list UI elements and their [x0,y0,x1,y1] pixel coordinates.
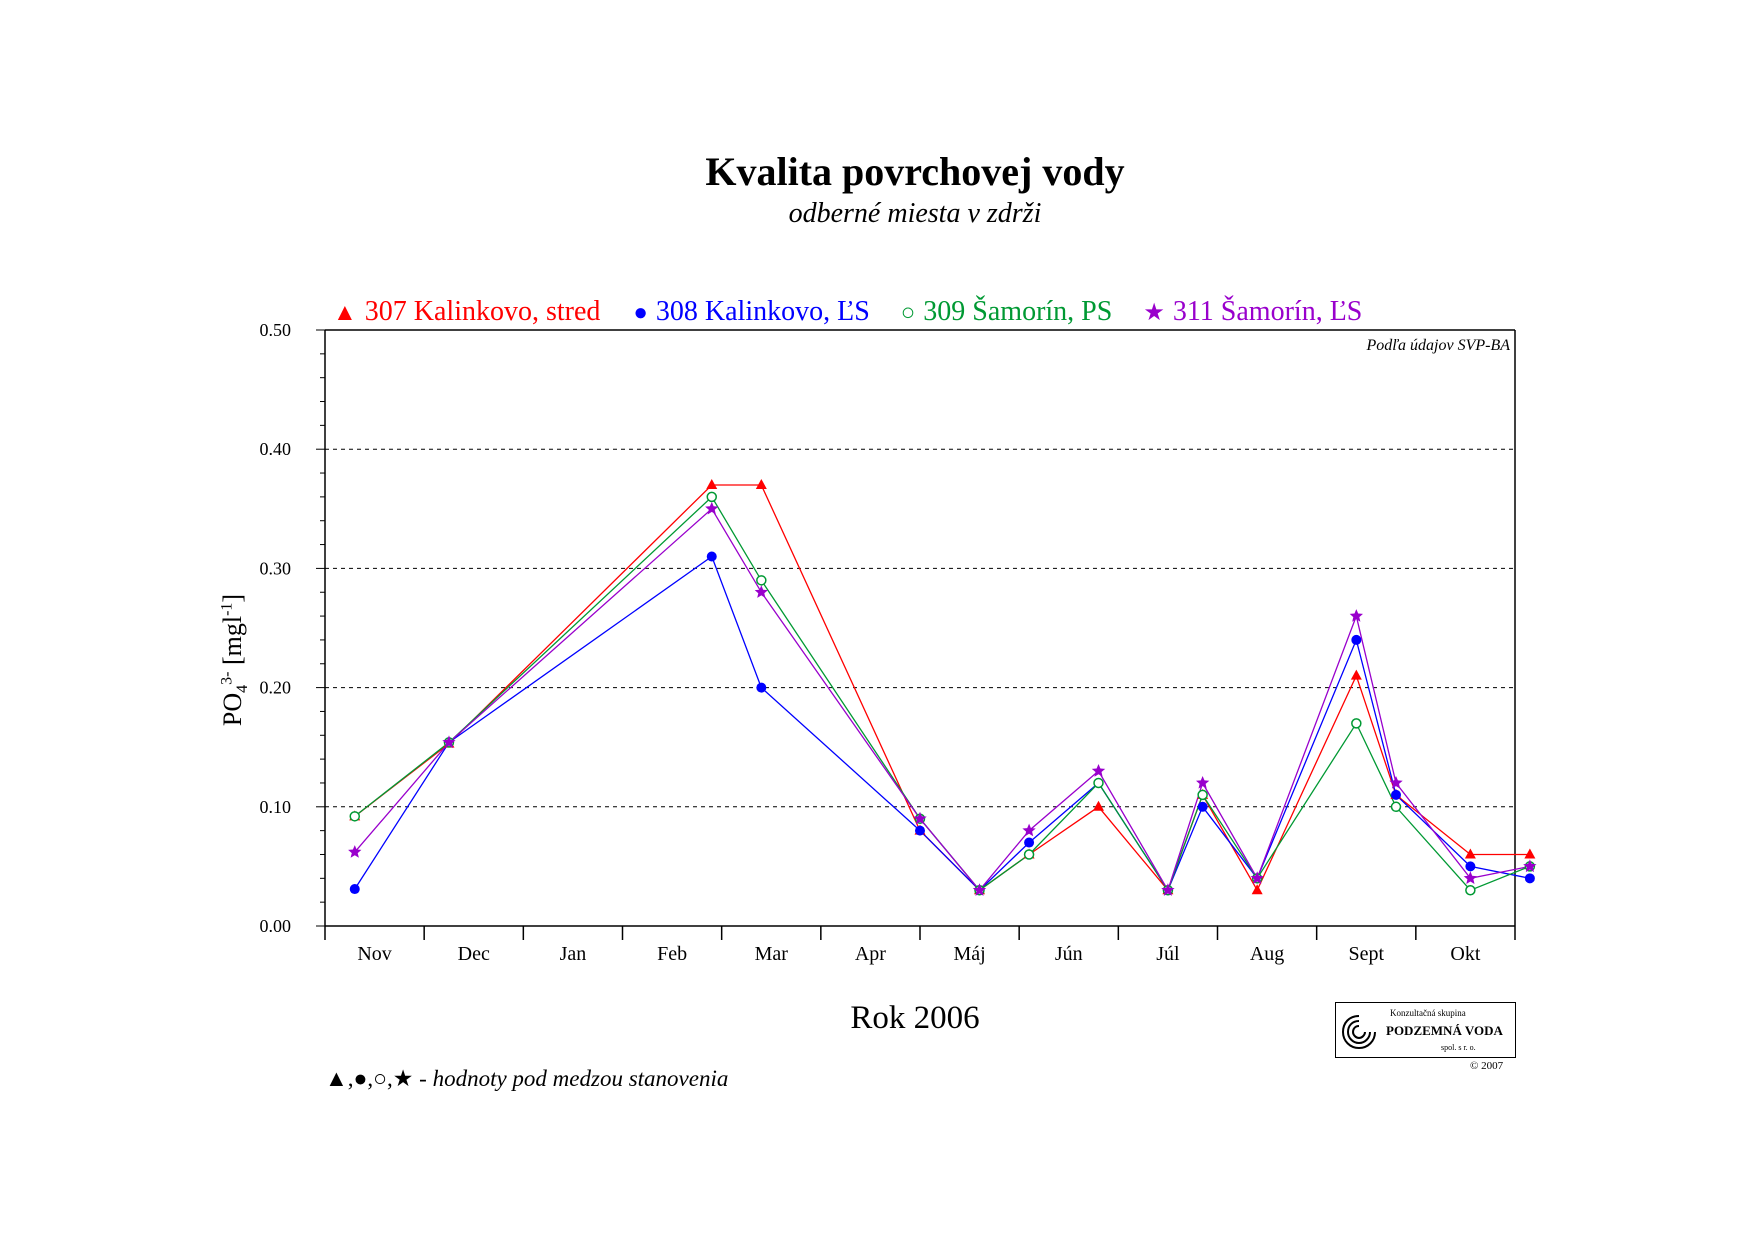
y-tick-label: 0.00 [260,916,292,936]
series-point-311 [1349,609,1363,622]
series-line-3 [354,507,1531,892]
series-point-308 [706,551,717,562]
star-marker-icon: ★ [1143,300,1165,326]
series-point-308 [1524,873,1535,884]
logo-name: PODZEMNÁ VODA [1386,1023,1503,1038]
company-logo: Konzultačná skupina PODZEMNÁ VODA spol. … [1335,1002,1516,1058]
series-point-311 [442,735,456,749]
series-point-307 [706,478,718,489]
chart-subtitle: odberné miesta v zdrži [788,198,1042,229]
series-point-308 [915,825,925,836]
legend-label-309: 309 Šamorín, PS [923,296,1113,327]
legend-item-307: ▲ 307 Kalinkovo, stred [333,296,600,328]
series-point-311 [1161,883,1175,896]
x-tick-label-Okt: Okt [1450,943,1480,965]
series-point-308 [1391,789,1401,800]
x-tick-label-Nov: Nov [357,943,391,965]
x-tick-label-Aug: Aug [1250,943,1284,965]
filled-circle-marker-icon: ● [633,300,648,326]
x-tick-label-Apr: Apr [855,943,886,965]
y-tick-label: 0.20 [260,678,292,698]
legend-label-308: 308 Kalinkovo, ĽS [655,296,870,327]
y-tick-label: 0.10 [260,797,292,817]
series-point-307 [1464,848,1476,859]
footnote: ▲,●,○,★ - hodnoty pod medzou stanovenia [325,1066,728,1092]
series-point-307 [1350,669,1362,680]
series-point-311 [1523,859,1537,873]
series-point-311 [348,845,362,858]
series-point-311 [1250,871,1264,884]
logo-bottom-text: spol. s r. o. [1441,1043,1476,1052]
series-point-311 [705,501,719,515]
series-point-309 [1197,789,1208,801]
legend-label-307: 307 Kalinkovo, stred [364,296,601,327]
open-circle-marker-icon: ○ [900,300,916,326]
series-point-308 [1197,801,1208,812]
series-point-311 [1022,823,1036,837]
footnote-text: - hodnoty pod medzou stanovenia [413,1066,729,1091]
series-point-311 [754,585,768,598]
series-point-311 [913,811,927,825]
series-point-307 [1524,848,1536,859]
x-tick-label-Sept: Sept [1348,943,1384,965]
copyright: © 2007 [1470,1060,1504,1072]
series-point-311 [1091,764,1106,777]
series-point-308 [756,682,767,693]
series-point-309 [1390,801,1402,813]
series-point-309 [1465,884,1476,896]
series-point-309 [349,811,360,822]
chart-title: Kvalita povrchovej vody [705,149,1125,194]
chart-legend: ▲ 307 Kalinkovo, stred ● 308 Kalinkovo, ĽS… [333,296,1386,328]
source-note: Podľa údajov SVP-BA [1366,337,1510,354]
x-axis-label: Rok 2006 [850,1000,980,1036]
y-tick-label: 0.40 [260,439,292,459]
series-point-308 [1465,861,1476,872]
logo-top-text: Konzultačná skupina [1390,1008,1466,1018]
series-point-308 [1024,837,1035,848]
series-line-2 [354,495,1531,892]
logo-swirl-icon [1341,1015,1376,1050]
x-tick-label-Feb: Feb [657,943,687,965]
series-point-311 [972,883,987,896]
x-tick-label-Jan: Jan [560,943,587,965]
legend-item-308: ● 308 Kalinkovo, ĽS [633,296,869,328]
x-tick-label-Máj: Máj [953,943,985,965]
series-point-309 [1093,777,1104,789]
series-point-311 [1389,776,1403,789]
series-point-309 [1351,718,1362,729]
x-tick-label-Dec: Dec [458,943,490,965]
legend-label-311: 311 Šamorín, ĽS [1172,296,1363,327]
series-point-308 [1351,634,1362,645]
x-tick-label-Júl: Júl [1156,943,1180,965]
x-tick-label-Mar: Mar [755,943,789,965]
legend-item-309: ○ 309 Šamorín, PS [901,296,1113,328]
footnote-symbols: ▲,●,○,★ [325,1066,414,1091]
series-point-311 [1196,776,1210,789]
series-point-311 [1463,871,1477,884]
y-tick-label: 0.30 [260,558,292,578]
series-point-309 [1023,849,1035,860]
triangle-marker-icon: ▲ [333,300,357,326]
series-point-307 [1093,800,1104,811]
series-point-309 [706,491,717,503]
series-point-309 [756,575,767,586]
x-tick-label-Jún: Jún [1055,943,1083,965]
series-point-307 [755,478,767,489]
y-tick-label: 0.50 [260,320,292,340]
series-point-308 [349,884,360,895]
series-point-307 [1251,884,1263,895]
legend-item-311: ★ 311 Šamorín, ĽS [1143,296,1362,328]
